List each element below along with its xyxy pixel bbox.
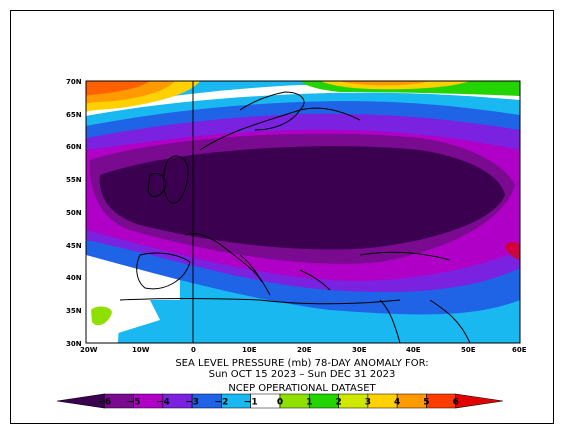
colorbar-label: 5 bbox=[423, 398, 429, 408]
lat-tick: 70N bbox=[66, 78, 82, 86]
colorbar-swatch bbox=[338, 393, 369, 409]
lon-tick: 10E bbox=[242, 346, 257, 354]
map-border bbox=[85, 80, 521, 344]
colorbar-label: 4 bbox=[394, 398, 400, 408]
figure-frame bbox=[10, 10, 554, 424]
lon-tick: 20W bbox=[80, 346, 98, 354]
colorbar-label: 2 bbox=[335, 398, 341, 408]
colorbar-label: 1 bbox=[306, 398, 312, 408]
lon-tick: 0 bbox=[191, 346, 196, 354]
lon-axis: 20W 10W 0 10E 20E 30E 40E 50E 60E bbox=[80, 346, 527, 354]
colorbar-label: −3 bbox=[185, 398, 199, 408]
anomaly-field bbox=[86, 81, 520, 343]
colorbar-label: −6 bbox=[97, 398, 111, 408]
colorbar-swatch bbox=[455, 393, 504, 409]
lat-axis: 70N 65N 60N 55N 50N 45N 40N 35N 30N bbox=[66, 78, 82, 348]
lon-tick: 60E bbox=[512, 346, 527, 354]
colorbar-swatch bbox=[396, 393, 427, 409]
colorbar-label: 3 bbox=[365, 398, 371, 408]
colorbar-swatch bbox=[308, 393, 339, 409]
lon-tick: 40E bbox=[406, 346, 421, 354]
colorbar-label: −4 bbox=[156, 398, 170, 408]
lat-tick: 55N bbox=[66, 176, 82, 184]
lat-tick: 65N bbox=[66, 111, 82, 119]
colorbar-label: −1 bbox=[244, 398, 258, 408]
lat-tick: 45N bbox=[66, 242, 82, 250]
colorbar-swatch bbox=[279, 393, 310, 409]
lon-tick: 20E bbox=[297, 346, 312, 354]
colorbar: −6 −5 −4 −3 −2 −1 0 1 2 3 4 5 6 bbox=[56, 393, 504, 409]
lat-tick: 30N bbox=[66, 340, 82, 348]
lat-tick: 60N bbox=[66, 143, 82, 151]
lon-tick: 30E bbox=[352, 346, 367, 354]
colorbar-swatch bbox=[367, 393, 398, 409]
colorbar-label: 0 bbox=[277, 398, 283, 408]
caption-line1: SEA LEVEL PRESSURE (mb) 78-DAY ANOMALY F… bbox=[175, 358, 428, 369]
colorbar-label: −5 bbox=[127, 398, 141, 408]
lat-tick: 35N bbox=[66, 307, 82, 315]
lon-tick: 10W bbox=[132, 346, 150, 354]
caption-line3: NCEP OPERATIONAL DATASET bbox=[228, 383, 376, 394]
lat-tick: 40N bbox=[66, 274, 82, 282]
caption-line2: Sun OCT 15 2023 – Sun DEC 31 2023 bbox=[209, 369, 396, 380]
lat-tick: 50N bbox=[66, 209, 82, 217]
colorbar-label: −2 bbox=[215, 398, 229, 408]
colorbar-swatch bbox=[426, 393, 457, 409]
colorbar-label: 6 bbox=[453, 398, 459, 408]
lon-tick: 50E bbox=[461, 346, 476, 354]
coastlines bbox=[119, 91, 471, 343]
